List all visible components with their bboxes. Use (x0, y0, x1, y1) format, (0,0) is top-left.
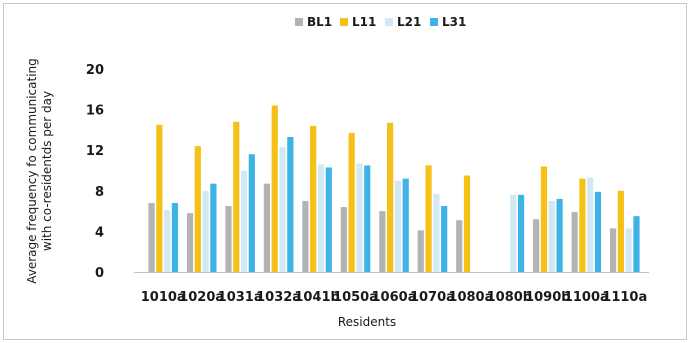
bar-bl1-1070a (417, 230, 424, 272)
y-tick-label: 20 (86, 63, 104, 78)
bar-l21-1090b (548, 200, 555, 272)
legend-item-l11: L11 (340, 15, 376, 29)
bar-l31-1010a (171, 202, 179, 272)
bar-bl1-1060a (379, 211, 386, 272)
x-tick-label: 1080a (448, 290, 493, 305)
bar-bl1-1090b (533, 219, 540, 272)
bar-l31-1060a (402, 178, 409, 272)
bar-l11-1010a (156, 124, 163, 272)
bar-l31-1020a (210, 183, 217, 272)
legend-swatch (340, 18, 348, 26)
legend-label: L11 (352, 15, 376, 29)
bar-l11-1080a (463, 175, 471, 272)
legend-item-l21: L21 (385, 15, 421, 29)
chart-frame: BL1 L11 L21 L31 Average frequency fo commun… (3, 3, 687, 340)
bar-bl1-1080a (456, 220, 463, 272)
x-tick-label: 1110a (602, 290, 647, 305)
x-axis-label: Residents (338, 315, 396, 329)
bar-l31-1100a (594, 191, 602, 272)
y-tick-label: 8 (95, 185, 104, 200)
bar-l21-1020a (202, 190, 209, 272)
bar-l31-1110a (633, 216, 640, 272)
legend-label: L21 (397, 15, 421, 29)
legend-swatch (295, 18, 303, 26)
x-tick-label: 1032a (256, 290, 301, 305)
bar-l11-1041b (310, 125, 317, 272)
y-tick-label: 16 (86, 104, 104, 119)
bar-bl1-1031a (225, 206, 232, 272)
bar-l31-1070a (441, 206, 448, 272)
bar-l21-1032a (279, 147, 286, 272)
y-axis-label: Average frequency fo communicating with c… (25, 58, 54, 284)
legend-item-bl1: BL1 (295, 15, 332, 29)
legend-swatch (385, 18, 393, 26)
y-axis-ticks: 0 4 8 12 16 20 (86, 63, 104, 281)
y-tick-label: 0 (95, 266, 104, 281)
bar-l11-1031a (233, 121, 240, 272)
bar-l11-1060a (387, 122, 394, 272)
bar-l11-1090b (540, 166, 548, 272)
bar-l11-1110a (617, 190, 624, 272)
x-tick-label: 1020a (179, 290, 224, 305)
bar-l11-1032a (271, 105, 278, 272)
bar-l31-1080b (517, 194, 525, 272)
legend-item-l31: L31 (430, 15, 466, 29)
bar-l21-1110a (625, 228, 632, 272)
bar-bl1-1032a (263, 183, 271, 272)
y-tick-label: 4 (95, 225, 104, 240)
bar-l31-1041b (325, 167, 332, 272)
bar-bl1-1041b (302, 200, 309, 272)
bar-l11-1050a (348, 132, 355, 272)
x-tick-label: 1010a (141, 290, 186, 305)
bar-l31-1032a (287, 137, 294, 272)
bar-l21-1050a (356, 163, 363, 272)
bar-l21-1010a (164, 210, 171, 272)
x-tick-label: 1070a (410, 290, 455, 305)
bar-bl1-1010a (148, 202, 155, 272)
bar-l21-1100a (587, 177, 594, 272)
x-tick-label: 1050a (333, 290, 378, 305)
bar-l11-1020a (194, 146, 201, 272)
bar-l21-1031a (240, 170, 248, 272)
legend-swatch (430, 18, 438, 26)
x-axis-ticks: 1010a1020a1031a1032a1041b1050a1060a1070a… (141, 290, 648, 305)
bar-bl1-1110a (609, 228, 617, 272)
x-tick-label: 1031a (218, 290, 263, 305)
y-axis-label-line: Average frequency fo communicating (25, 58, 39, 284)
bar-l21-1070a (433, 193, 440, 272)
bar-l31-1090b (556, 198, 563, 272)
bar-bl1-1050a (340, 207, 347, 272)
bar-l31-1050a (364, 165, 371, 272)
bar-l11-1100a (579, 178, 586, 272)
bar-l21-1080b (510, 194, 517, 272)
x-tick-label: 1041b (294, 290, 340, 305)
bar-l21-1060a (394, 180, 401, 272)
bar-bl1-1100a (571, 212, 578, 272)
legend: BL1 L11 L21 L31 (295, 15, 466, 29)
bar-l21-1041b (317, 164, 325, 272)
bars (148, 105, 640, 272)
y-tick-label: 12 (86, 144, 104, 159)
x-tick-label: 1060a (372, 290, 417, 305)
legend-label: L31 (442, 15, 466, 29)
x-tick-label: 1080b (487, 290, 533, 305)
y-axis-label-line: with co-residentds per day (40, 91, 54, 251)
legend-label: BL1 (307, 15, 332, 29)
bar-chart: BL1 L11 L21 L31 Average frequency fo commun… (25, 15, 649, 329)
bar-bl1-1020a (186, 213, 194, 272)
bar-l31-1031a (248, 154, 255, 272)
bar-l11-1070a (425, 165, 432, 272)
x-tick-label: 1100a (564, 290, 609, 305)
x-tick-label: 1090b (525, 290, 571, 305)
